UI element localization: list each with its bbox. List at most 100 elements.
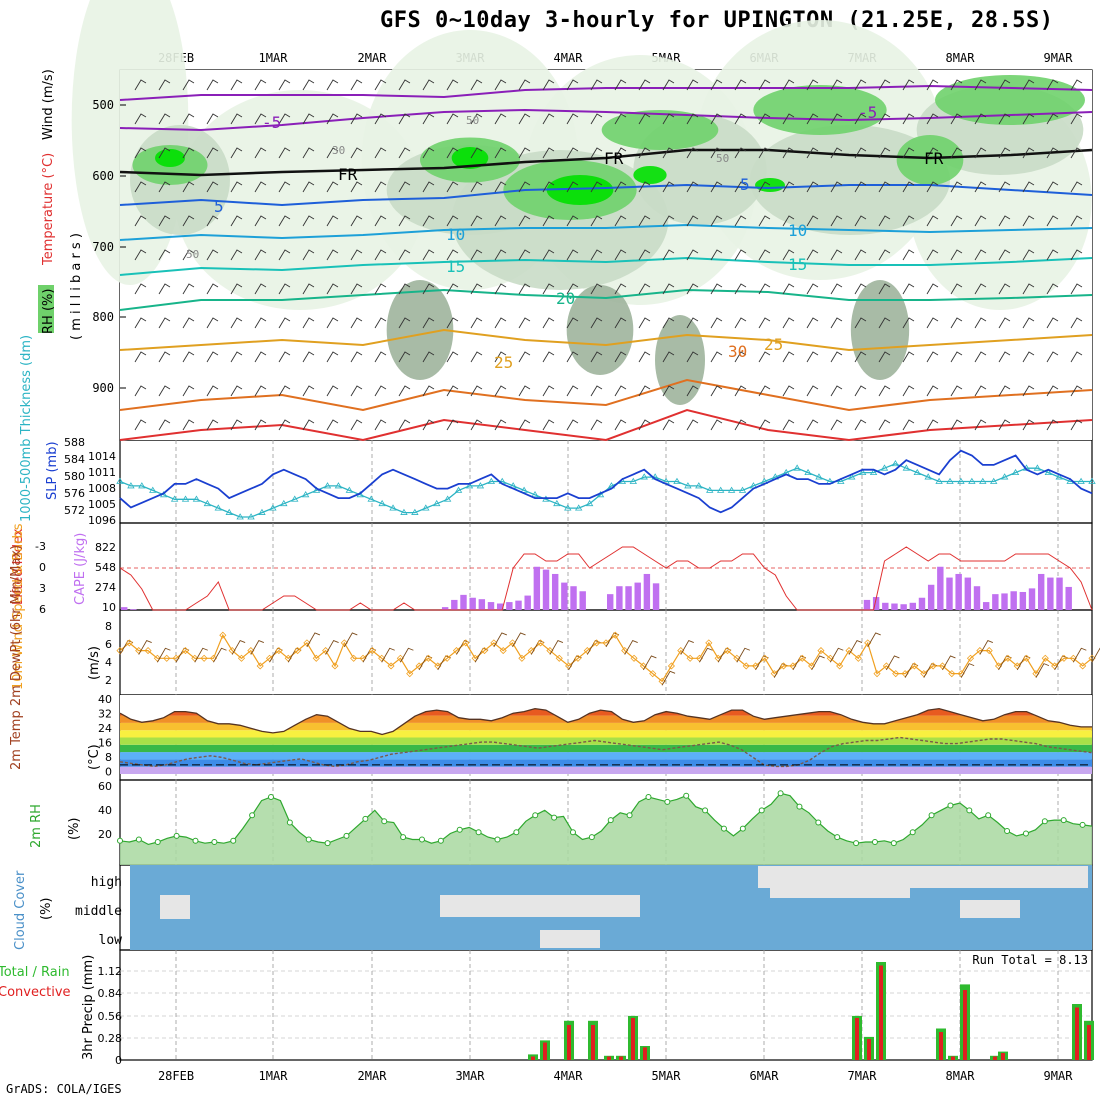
wind-barb bbox=[1022, 283, 1035, 295]
cape-bar bbox=[937, 566, 944, 610]
wind-barb bbox=[566, 249, 579, 261]
wind-barb bbox=[590, 317, 603, 329]
precip-tick-label: 1.12 bbox=[98, 965, 123, 978]
wind-barb bbox=[134, 317, 147, 329]
wind-speed-point bbox=[1060, 654, 1068, 662]
wind-barb bbox=[950, 317, 963, 329]
wind-speed-point bbox=[172, 654, 180, 662]
cross-section bbox=[71, 0, 1093, 442]
cape-bar bbox=[561, 582, 568, 610]
wind-barb bbox=[1046, 147, 1059, 159]
wind-barb bbox=[998, 351, 1011, 363]
temperature-contour bbox=[119, 108, 1093, 132]
wind-speed-point bbox=[985, 647, 993, 655]
wind-speed-point bbox=[780, 662, 788, 670]
wind-barb-10m bbox=[661, 670, 676, 686]
cape-bar bbox=[487, 602, 495, 610]
wind-speed-point bbox=[135, 647, 143, 655]
cloud-unit-label: (%) bbox=[39, 898, 54, 921]
wind-barb bbox=[878, 317, 891, 329]
wind-barb bbox=[806, 351, 819, 363]
rh2m-point bbox=[815, 819, 822, 826]
thickness-tick-label: 580 bbox=[64, 470, 85, 483]
rh2m-point bbox=[135, 836, 142, 843]
wind-speed-point bbox=[228, 647, 236, 655]
wind-speed-point bbox=[836, 662, 844, 670]
wind-barb bbox=[782, 113, 795, 125]
precip-tick-label: 0 bbox=[115, 1054, 122, 1067]
wind-barb bbox=[950, 283, 963, 295]
wind-tick-label: 6 bbox=[105, 638, 112, 651]
wind-barb bbox=[758, 249, 771, 261]
thickness-point bbox=[487, 477, 496, 484]
wind-barb bbox=[806, 283, 819, 295]
wind-barb-10m bbox=[942, 655, 956, 671]
wind-barb bbox=[398, 385, 411, 397]
wind-barb bbox=[902, 351, 915, 363]
precip-convective-bar bbox=[531, 1056, 535, 1060]
thickness-point bbox=[258, 508, 266, 515]
thickness-tick-label: 584 bbox=[64, 453, 85, 466]
wind-barb bbox=[518, 113, 531, 125]
date-label-bottom: 4MAR bbox=[554, 1069, 584, 1083]
thickness-point bbox=[979, 477, 987, 484]
precip-convective-bar bbox=[867, 1039, 871, 1060]
rh-shading bbox=[655, 315, 705, 405]
date-label-bottom: 7MAR bbox=[848, 1069, 878, 1083]
wind-barb bbox=[1022, 419, 1035, 431]
wind-barb bbox=[926, 419, 939, 431]
wind-speed-point bbox=[686, 654, 694, 662]
wind-barb bbox=[398, 113, 411, 125]
wind-speed-point bbox=[817, 647, 825, 655]
wind-barb bbox=[1046, 215, 1059, 227]
wind-barb-10m bbox=[829, 647, 844, 663]
wind-barb bbox=[518, 249, 531, 261]
cape-bar bbox=[506, 602, 513, 610]
wind-barb bbox=[518, 317, 531, 329]
wind-barb bbox=[422, 79, 435, 91]
temp-curve-mask bbox=[120, 695, 1092, 735]
wind-barb bbox=[278, 351, 291, 363]
wind-barb bbox=[230, 419, 243, 431]
wind-barb bbox=[806, 249, 819, 261]
wind-barb bbox=[542, 419, 555, 431]
contour-label: FR bbox=[604, 149, 624, 168]
wind-barb bbox=[782, 351, 795, 363]
wind-speed-point bbox=[976, 647, 984, 655]
wind-barb bbox=[230, 385, 243, 397]
wind-speed-point bbox=[508, 639, 517, 647]
cape-bar bbox=[964, 577, 972, 610]
wind-speed-point bbox=[864, 639, 872, 647]
contour-label: 25 bbox=[494, 353, 513, 372]
wind-barb bbox=[518, 79, 531, 91]
wind-barb bbox=[686, 181, 699, 193]
temp-color-band bbox=[120, 737, 1092, 745]
wind-barb bbox=[182, 385, 195, 397]
wind-barb bbox=[902, 249, 915, 261]
wind-barb bbox=[662, 351, 675, 363]
cape-bar bbox=[1056, 577, 1063, 610]
temp-color-band bbox=[120, 715, 1092, 723]
wind-barb bbox=[734, 249, 747, 261]
cape-bar bbox=[652, 583, 660, 610]
wind-barb bbox=[806, 113, 819, 125]
precip-convective-bar bbox=[993, 1056, 997, 1060]
wind-barb bbox=[374, 249, 387, 261]
wind-barb bbox=[206, 181, 219, 193]
wind-barb bbox=[734, 351, 747, 363]
temperature-contour bbox=[119, 223, 1093, 241]
wind-barb bbox=[638, 317, 651, 329]
temp2m-unit-label: (°C) bbox=[87, 744, 102, 770]
wind-barb bbox=[566, 113, 579, 125]
rh2m-point bbox=[1079, 821, 1086, 828]
wind-speed-point bbox=[537, 639, 545, 647]
rh2m-point bbox=[324, 840, 331, 847]
thickness-point bbox=[957, 477, 965, 484]
wind-barb bbox=[686, 249, 699, 261]
pressure-tick-label: 500 bbox=[92, 98, 114, 112]
wind-barb bbox=[158, 79, 171, 91]
wind10-unit-label: (m/s) bbox=[87, 646, 102, 680]
pressure-tick-label: 600 bbox=[92, 169, 114, 183]
wind-barb bbox=[422, 249, 435, 261]
wind-barb bbox=[134, 351, 147, 363]
